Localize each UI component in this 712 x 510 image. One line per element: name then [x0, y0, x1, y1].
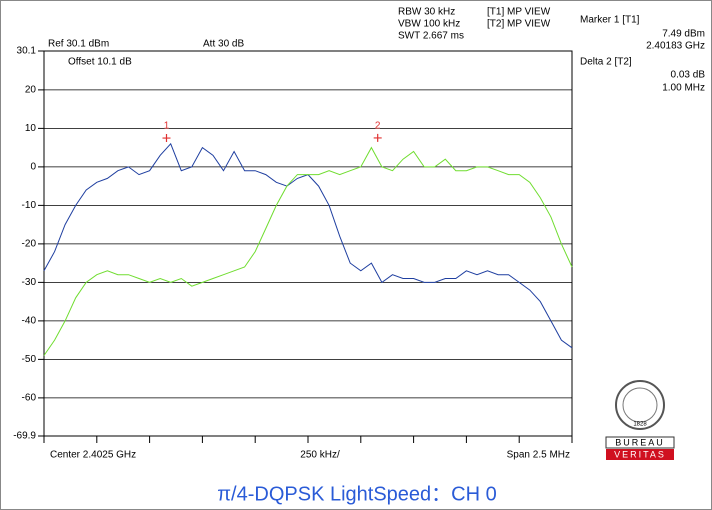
y-tick-label: -10 — [22, 200, 37, 211]
logo-top-box — [605, 436, 675, 449]
trace1: [T1] MP VIEW — [487, 7, 551, 18]
y-tick-label: -50 — [22, 354, 37, 365]
logo-year: 1828 — [633, 422, 647, 428]
logo-ring — [622, 387, 658, 423]
delta-title: Delta 2 [T2] — [580, 57, 632, 68]
marker — [162, 134, 171, 143]
span: Span 2.5 MHz — [507, 450, 570, 461]
logo-top: BUREAU — [615, 437, 665, 447]
span-div: 250 kHz/ — [300, 450, 340, 461]
offset: Offset 10.1 dB — [68, 57, 132, 68]
rbw: RBW 30 kHz — [398, 7, 455, 18]
y-tick-label: 10 — [25, 123, 37, 134]
center-freq: Center 2.4025 GHz — [50, 450, 136, 461]
y-tick-label: -40 — [22, 316, 37, 327]
y-tick-label: 30.1 — [17, 46, 37, 57]
y-tick-label: 0 — [30, 162, 36, 173]
caption: π/4-DQPSK LightSpeed：CH 0 — [217, 483, 496, 505]
y-tick-label: 20 — [25, 85, 37, 96]
y-tick-label: -30 — [22, 277, 37, 288]
y-tick-label: -20 — [22, 239, 37, 250]
attenuation: Att 30 dB — [203, 39, 244, 50]
logo-bottom: VERITAS — [614, 449, 666, 459]
swt: SWT 2.667 ms — [398, 31, 464, 42]
delta-level: 0.03 dB — [671, 70, 706, 81]
y-tick-label: -69.9 — [13, 431, 36, 442]
marker — [373, 133, 382, 142]
vbw: VBW 100 kHz — [398, 19, 460, 30]
marker-level: 7.49 dBm — [662, 29, 705, 40]
marker-title: Marker 1 [T1] — [580, 15, 640, 26]
logo-bottom-box — [606, 449, 674, 460]
ref-level: Ref 30.1 dBm — [48, 39, 109, 50]
delta-freq: 1.00 MHz — [662, 83, 705, 94]
trace2: [T2] MP VIEW — [487, 19, 551, 30]
logo: 1828 BUREAU VERITAS — [605, 380, 675, 460]
marker-freq: 2.40183 GHz — [646, 41, 705, 52]
y-tick-label: -60 — [22, 393, 37, 404]
marker-label: 2 — [375, 121, 381, 132]
marker-label: 1 — [164, 121, 170, 132]
trace — [43, 146, 573, 356]
